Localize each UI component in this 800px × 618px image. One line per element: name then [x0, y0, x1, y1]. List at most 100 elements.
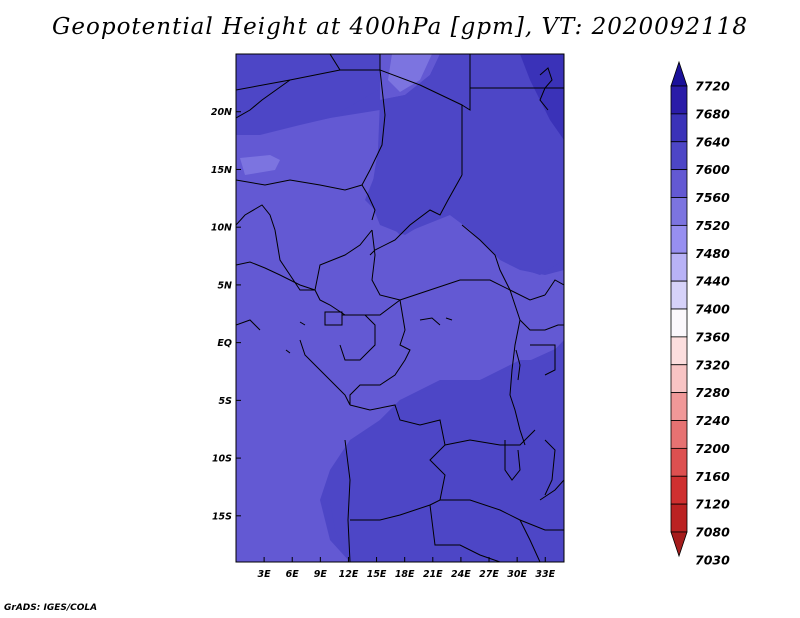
boundary-line — [519, 319, 564, 331]
y-tick-label: 10N — [211, 223, 232, 234]
colorbar-segment — [670, 364, 688, 394]
colorbar-label: 7030 — [695, 552, 730, 567]
boundary-line — [314, 229, 373, 291]
colorbar-segment — [670, 392, 688, 421]
boundary-line — [444, 429, 536, 446]
colorbar-label: 7680 — [695, 106, 730, 121]
boundary-line — [419, 317, 441, 326]
colorbar-lower-arrow — [670, 531, 688, 558]
boundary-line — [461, 224, 511, 291]
y-tick-label: 5N — [217, 280, 232, 291]
colorbar-segment — [670, 224, 688, 254]
colorbar-upper-arrow — [670, 60, 688, 87]
axis-ticks — [236, 111, 546, 562]
colorbar-label: 7480 — [695, 246, 730, 261]
colorbar-segment — [670, 280, 688, 310]
colorbar-segment — [670, 113, 688, 143]
colorbar-segment — [670, 420, 688, 449]
boundary-line — [379, 69, 463, 175]
colorbar-segment — [670, 85, 688, 115]
contour-fill-dark-northwest — [236, 54, 380, 135]
grads-credit: GrADS: IGES/COLA — [4, 603, 98, 613]
x-tick-label: 9E — [314, 569, 328, 580]
boundary-line — [339, 314, 376, 361]
colorbar-segment — [670, 308, 688, 338]
boundary-line — [461, 54, 471, 111]
x-tick-label: 33E — [535, 569, 555, 580]
boundary-line — [371, 229, 401, 301]
boundary-line — [236, 204, 276, 231]
x-tick-label: 21E — [423, 569, 443, 580]
boundary-line — [344, 439, 351, 562]
colorbar-label: 7320 — [695, 357, 730, 372]
boundary-line — [329, 54, 341, 71]
colorbar-label: 7240 — [695, 413, 730, 428]
boundary-line — [509, 289, 526, 446]
x-tick-label: 12E — [339, 569, 359, 580]
contour-fill-dark-southeast — [330, 345, 564, 562]
boundary-line — [544, 279, 564, 296]
country-boundaries — [236, 54, 564, 562]
filled-contours — [236, 54, 564, 562]
boundary-line — [299, 339, 351, 406]
y-tick-label: 15N — [211, 165, 232, 176]
contour-fill-light-west — [236, 110, 564, 562]
colorbar-segment — [670, 141, 688, 171]
contour-fill-lightest-north — [388, 54, 432, 92]
colorbar-label: 7720 — [695, 79, 730, 94]
map-plot: 3E 6E 9E 12E 15E 18E 21E 24E 27E 30E 33E 20N 15N 10N 5… — [211, 53, 565, 580]
boundary-line — [349, 299, 411, 405]
boundary-line — [530, 344, 556, 376]
boundary-line — [236, 79, 291, 119]
contour-fill-lightest-west — [240, 155, 280, 175]
colorbar-label: 7080 — [695, 525, 730, 540]
colorbar-label: 7160 — [695, 469, 730, 484]
colorbar-labels: 7720 7680 7640 7600 7560 7520 7480 7440 7400 7360… — [695, 79, 730, 568]
contour-fill-darker-east — [520, 54, 564, 140]
x-tick-label: 3E — [258, 569, 272, 580]
boundary-line — [445, 317, 453, 321]
y-tick-label: EQ — [217, 338, 232, 349]
boundary-line — [299, 321, 306, 326]
boundary-line — [539, 67, 553, 111]
colorbar-label: 7120 — [695, 497, 730, 512]
x-tick-label: 15E — [367, 569, 387, 580]
y-tick-label: 20N — [211, 107, 232, 118]
y-tick-label: 15S — [212, 511, 232, 522]
y-tick-label: 5S — [219, 396, 233, 407]
colorbar-label: 7640 — [695, 134, 730, 149]
colorbar-label: 7600 — [695, 162, 730, 177]
boundary-line — [285, 349, 291, 354]
boundary-line — [274, 229, 315, 291]
colorbar — [670, 60, 688, 558]
colorbar-segment — [670, 197, 688, 226]
colorbar-segment — [670, 252, 688, 282]
boundary-line — [369, 174, 463, 256]
boundary-line — [324, 311, 343, 326]
boundary-line — [519, 519, 541, 562]
boundary-line — [504, 440, 521, 481]
contour-fill-dark-east — [448, 54, 564, 275]
boundary-line — [515, 349, 521, 381]
colorbar-label: 7200 — [695, 441, 730, 456]
colorbar-segment — [670, 503, 688, 533]
boundary-line — [539, 479, 564, 501]
colorbar-label: 7520 — [695, 218, 730, 233]
x-tick-label: 6E — [286, 569, 300, 580]
y-tick-label: 10S — [212, 454, 232, 465]
x-tick-label: 30E — [507, 569, 527, 580]
page-title: Geopotential Height at 400hPa [gpm], VT:… — [52, 14, 748, 40]
boundary-line — [349, 404, 446, 501]
colorbar-label: 7440 — [695, 274, 730, 289]
boundary-line — [544, 439, 556, 496]
boundary-line — [236, 261, 316, 291]
boundary-line — [399, 279, 546, 301]
boundary-line — [350, 499, 564, 531]
boundary-line — [361, 69, 386, 221]
colorbar-label: 7360 — [695, 329, 730, 344]
colorbar-label: 7560 — [695, 190, 730, 205]
colorbar-segment — [670, 475, 688, 505]
colorbar-segment — [670, 447, 688, 477]
x-tick-label: 27E — [479, 569, 499, 580]
